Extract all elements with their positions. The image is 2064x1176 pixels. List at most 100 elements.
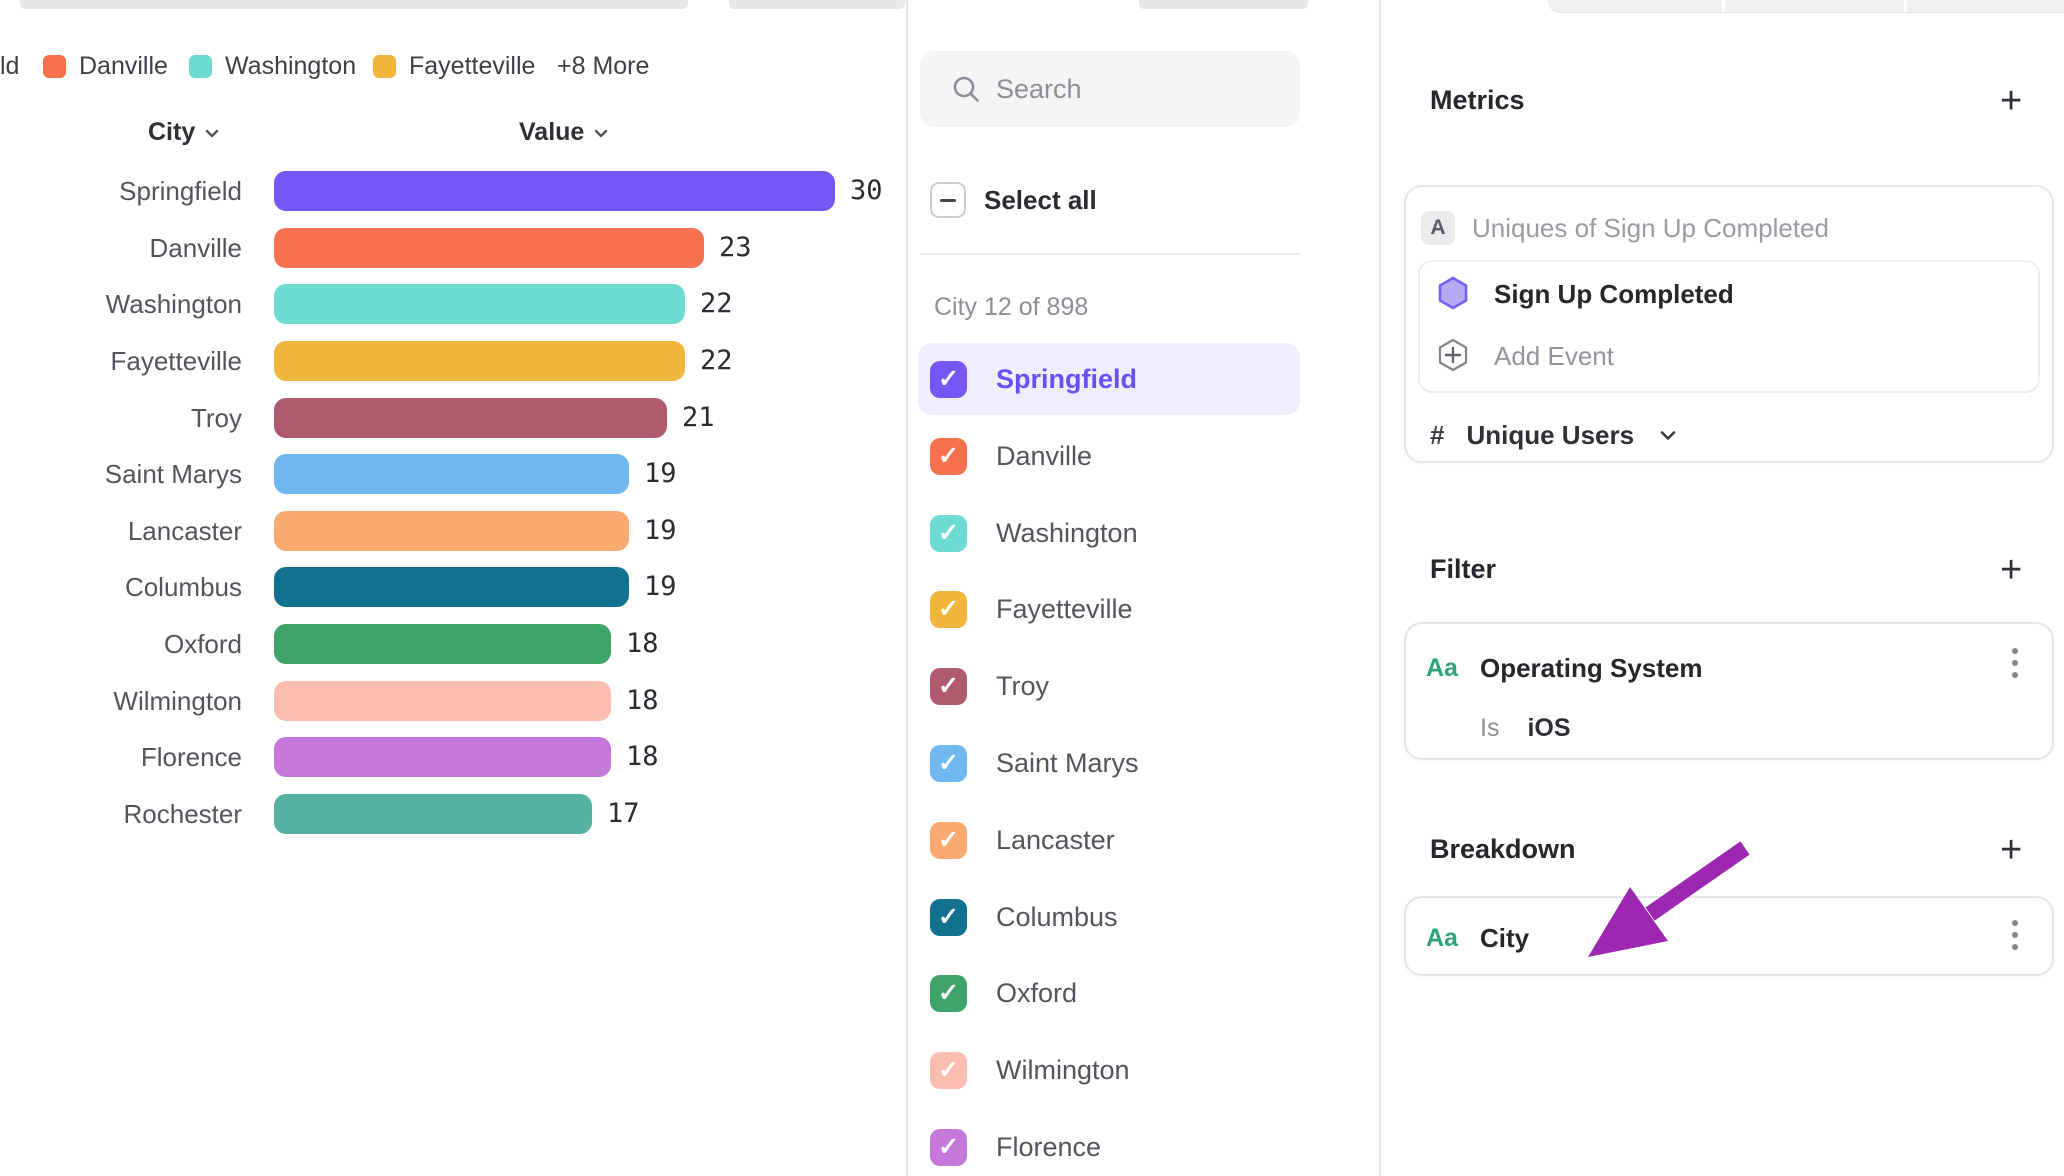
list-divider bbox=[920, 253, 1300, 255]
bar-category-label: Columbus bbox=[124, 572, 242, 602]
top-skeleton-bar bbox=[1139, 0, 1308, 9]
bar[interactable] bbox=[274, 794, 592, 834]
add-metric-button[interactable]: + bbox=[2000, 80, 2023, 122]
bar[interactable] bbox=[274, 228, 704, 268]
bar-category-label: Lancaster bbox=[127, 516, 242, 546]
panel-divider bbox=[1379, 0, 1381, 1176]
legend-more-label[interactable]: +8 More bbox=[557, 52, 650, 80]
bar-value-label: 19 bbox=[644, 458, 677, 489]
bar[interactable] bbox=[274, 171, 835, 211]
checkbox-checked-icon[interactable]: ✓ bbox=[930, 590, 967, 628]
city-list-item[interactable]: ✓ Springfield bbox=[918, 343, 1300, 415]
measure-selector[interactable]: # Unique Users bbox=[1430, 417, 1680, 453]
legend-label[interactable]: Danville bbox=[79, 52, 168, 80]
bar-category-label: Rochester bbox=[123, 799, 243, 829]
add-filter-button[interactable]: + bbox=[2000, 549, 2023, 591]
breakdown-card[interactable]: Aa City bbox=[1404, 896, 2054, 976]
checkbox-checked-icon[interactable]: ✓ bbox=[930, 1128, 967, 1166]
kebab-menu-icon[interactable] bbox=[2012, 920, 2018, 950]
city-list-label: Oxford bbox=[996, 977, 1078, 1008]
metrics-heading: Metrics bbox=[1430, 85, 1525, 115]
chart-column-city-label: City bbox=[148, 118, 196, 146]
bar[interactable] bbox=[274, 284, 685, 324]
metric-slot-text: Uniques of Sign Up Completed bbox=[1472, 213, 1829, 243]
chart-column-city[interactable]: City bbox=[148, 118, 223, 147]
chevron-down-icon bbox=[1656, 423, 1680, 447]
text-property-icon: Aa bbox=[1426, 653, 1458, 682]
filter-card[interactable]: Aa Operating System Is iOS bbox=[1404, 622, 2054, 760]
city-list-item[interactable]: ✓ Troy bbox=[918, 650, 1300, 722]
bar[interactable] bbox=[274, 567, 629, 607]
bar-category-label: Troy bbox=[190, 403, 242, 433]
filter-value: iOS bbox=[1527, 713, 1571, 742]
bar-category-label: Wilmington bbox=[113, 686, 242, 716]
bar[interactable] bbox=[274, 681, 611, 721]
select-all-label[interactable]: Select all bbox=[984, 185, 1097, 215]
add-event-row[interactable]: Add Event bbox=[1436, 336, 1614, 376]
breakdown-heading: Breakdown bbox=[1430, 834, 1576, 864]
bar[interactable] bbox=[274, 341, 685, 381]
bar-category-label: Fayetteville bbox=[110, 346, 243, 376]
city-list-label: Saint Marys bbox=[996, 747, 1139, 778]
bar-value-label: 21 bbox=[682, 402, 715, 433]
bar[interactable] bbox=[274, 454, 629, 494]
bar[interactable] bbox=[274, 737, 611, 777]
city-list-item[interactable]: ✓ Fayetteville bbox=[918, 573, 1300, 645]
legend-swatch bbox=[189, 55, 212, 78]
hash-icon: # bbox=[1430, 419, 1445, 450]
event-name: Sign Up Completed bbox=[1494, 278, 1734, 309]
bar-category-label: Washington bbox=[105, 289, 242, 319]
select-all-checkbox-indeterminate[interactable] bbox=[930, 182, 966, 218]
bar-category-label: Oxford bbox=[163, 629, 242, 659]
city-list-item[interactable]: ✓ Danville bbox=[918, 420, 1300, 492]
checkbox-checked-icon[interactable]: ✓ bbox=[930, 360, 967, 398]
filter-condition-row[interactable]: Is iOS bbox=[1480, 712, 1571, 744]
chart-row: Lancaster 19 bbox=[0, 511, 907, 551]
checkbox-checked-icon[interactable]: ✓ bbox=[930, 437, 967, 475]
add-breakdown-button[interactable]: + bbox=[2000, 829, 2023, 871]
metric-card[interactable]: A Uniques of Sign Up Completed Sign Up C… bbox=[1404, 185, 2054, 463]
checkbox-checked-icon[interactable]: ✓ bbox=[930, 667, 967, 705]
add-event-hexagon-plus-icon bbox=[1438, 338, 1468, 372]
city-list-item[interactable]: ✓ Oxford bbox=[918, 957, 1300, 1029]
event-row[interactable]: Sign Up Completed bbox=[1436, 274, 1734, 314]
bar-value-label: 19 bbox=[644, 571, 677, 602]
top-tab-strip[interactable] bbox=[1548, 0, 2064, 13]
bar-value-label: 17 bbox=[607, 798, 640, 829]
checkbox-checked-icon[interactable]: ✓ bbox=[930, 1051, 967, 1089]
city-list-item[interactable]: ✓ Lancaster bbox=[918, 804, 1300, 876]
checkbox-checked-icon[interactable]: ✓ bbox=[930, 821, 967, 859]
kebab-menu-icon[interactable] bbox=[2012, 648, 2018, 678]
city-list-label: Danville bbox=[996, 440, 1093, 471]
tab-divider bbox=[1722, 0, 1725, 12]
bar[interactable] bbox=[274, 624, 611, 664]
city-list-item[interactable]: ✓ Columbus bbox=[918, 881, 1300, 953]
bar-category-label: Danville bbox=[149, 233, 243, 263]
bar[interactable] bbox=[274, 398, 667, 438]
city-list-item[interactable]: ✓ Wilmington bbox=[918, 1034, 1300, 1106]
chart-row: Rochester 17 bbox=[0, 794, 907, 834]
filter-property-row[interactable]: Aa Operating System bbox=[1426, 650, 1702, 686]
checkbox-checked-icon[interactable]: ✓ bbox=[930, 514, 967, 552]
chart-row: Danville 23 bbox=[0, 228, 907, 268]
bar-category-label: Springfield bbox=[119, 176, 242, 206]
bar[interactable] bbox=[274, 511, 629, 551]
chart-row: Washington 22 bbox=[0, 284, 907, 324]
city-list-item[interactable]: ✓ Washington bbox=[918, 497, 1300, 569]
legend-label[interactable]: Fayetteville bbox=[409, 52, 536, 80]
event-block[interactable]: Sign Up Completed Add Event bbox=[1418, 260, 2040, 393]
bar-value-label: 23 bbox=[719, 232, 752, 263]
add-event-label: Add Event bbox=[1494, 340, 1614, 371]
breakdown-property-row[interactable]: Aa City bbox=[1426, 920, 1529, 956]
chart-row: Springfield 30 bbox=[0, 171, 907, 211]
checkbox-checked-icon[interactable]: ✓ bbox=[930, 974, 967, 1012]
chart-column-value[interactable]: Value bbox=[519, 118, 612, 147]
breakdown-property-name: City bbox=[1479, 922, 1530, 953]
search-input[interactable]: Search bbox=[920, 51, 1300, 127]
checkbox-checked-icon[interactable]: ✓ bbox=[930, 744, 967, 782]
chevron-down-icon bbox=[590, 122, 612, 144]
checkbox-checked-icon[interactable]: ✓ bbox=[930, 898, 967, 936]
legend-label[interactable]: Washington bbox=[225, 52, 357, 80]
city-list-item[interactable]: ✓ Saint Marys bbox=[918, 727, 1300, 799]
city-list-item[interactable]: ✓ Florence bbox=[918, 1111, 1300, 1176]
